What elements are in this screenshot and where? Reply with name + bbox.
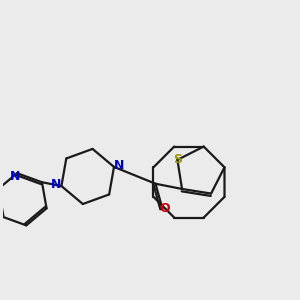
Text: S: S <box>173 153 182 167</box>
Text: O: O <box>159 202 169 215</box>
Text: N: N <box>114 159 124 172</box>
Text: N: N <box>51 178 62 191</box>
Text: N: N <box>10 170 20 183</box>
